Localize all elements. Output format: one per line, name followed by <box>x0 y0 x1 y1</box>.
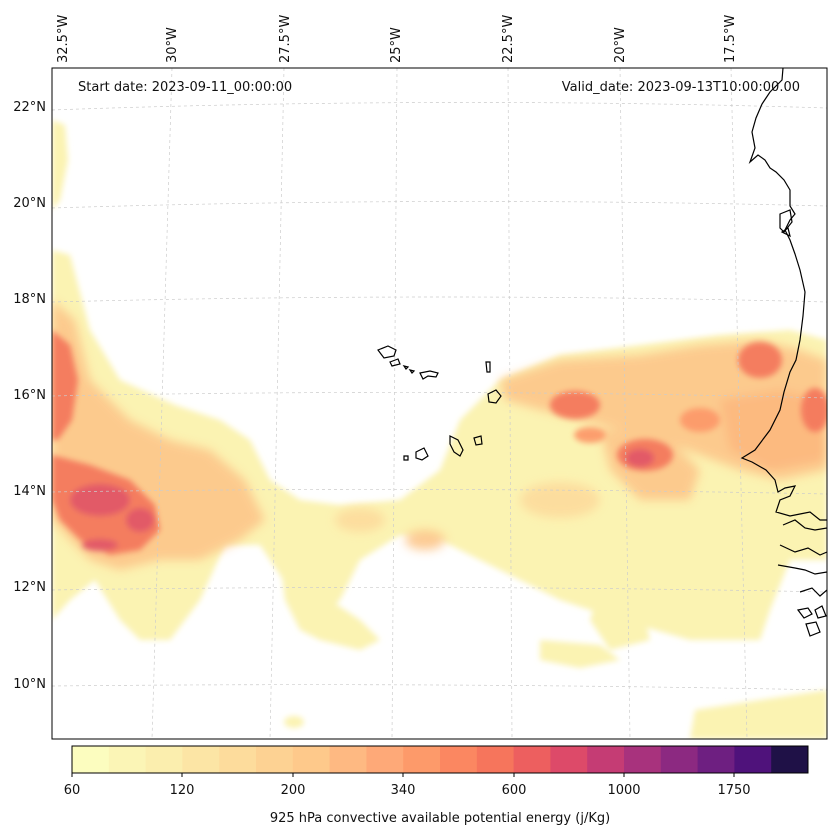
lat-label: 10°N <box>13 677 46 692</box>
map-frame <box>51 67 828 740</box>
maio-island <box>473 435 483 446</box>
santo-antao-island <box>377 345 397 359</box>
colorbar-swatch <box>771 746 809 773</box>
lat-label: 20°N <box>13 196 46 211</box>
sal-island <box>485 361 491 373</box>
colorbar-swatch <box>660 746 699 773</box>
colorbar-tick-label: 120 <box>170 783 195 798</box>
lon-label: 25°W <box>389 27 404 63</box>
colorbar-tick-label: 340 <box>391 783 416 798</box>
colorbar-swatch <box>219 746 257 773</box>
colorbar-swatch <box>550 746 588 773</box>
start-date-label: Start date: 2023-09-11_00:00:00 <box>78 80 292 95</box>
colorbar <box>71 745 809 777</box>
fogo-island <box>415 447 429 461</box>
cape-verde-islands <box>377 345 502 461</box>
colorbar-tick-label: 60 <box>64 783 81 798</box>
colorbar-swatch <box>292 746 331 773</box>
lat-label: 22°N <box>13 100 46 115</box>
colorbar-swatch <box>108 746 147 773</box>
cape-field-high <box>52 330 827 555</box>
brava-island <box>403 455 409 461</box>
colorbar-tick-label: 600 <box>502 783 527 798</box>
colorbar-swatch <box>366 746 404 773</box>
santiago-island <box>449 435 464 457</box>
colorbar-swatch <box>256 746 294 773</box>
lon-label: 27.5°W <box>278 15 293 63</box>
colorbar-swatch <box>734 746 772 773</box>
colorbar-label: 925 hPa convective available potential e… <box>270 811 610 826</box>
latitude-labels: 22°N 20°N 18°N 16°N 14°N 12°N 10°N <box>13 100 46 692</box>
map-panel <box>52 68 827 739</box>
sao-nicolau-island <box>419 370 439 380</box>
colorbar-tick-label: 1000 <box>607 783 640 798</box>
sao-vicente-island <box>389 358 401 367</box>
cape-field-low <box>52 120 827 739</box>
lon-label: 32.5°W <box>56 15 71 63</box>
colorbar-swatch <box>476 746 515 773</box>
boa-vista-island <box>487 389 502 404</box>
lat-label: 14°N <box>13 484 46 499</box>
lon-label: 17.5°W <box>723 15 738 63</box>
colorbar-swatch <box>513 746 551 773</box>
colorbar-swatch <box>624 746 662 773</box>
colorbar-swatch <box>587 746 625 773</box>
colorbar-swatch <box>72 746 110 773</box>
lat-label: 16°N <box>13 388 46 403</box>
valid-date-label: Valid_date: 2023-09-13T10:00:00.00 <box>562 80 800 95</box>
colorbar-swatch <box>440 746 478 773</box>
lat-label: 12°N <box>13 580 46 595</box>
colorbar-swatch <box>145 746 183 773</box>
colorbar-frame <box>71 745 809 774</box>
colorbar-swatch <box>182 746 220 773</box>
lat-label: 18°N <box>13 292 46 307</box>
graticule <box>52 68 827 739</box>
lon-label: 20°W <box>613 27 628 63</box>
longitude-labels: 32.5°W 30°W 27.5°W 25°W 22.5°W 20°W 17.5… <box>56 15 738 63</box>
colorbar-swatch <box>403 746 441 773</box>
colorbar-swatch <box>329 746 367 773</box>
colorbar-swatch <box>697 746 735 773</box>
colorbar-ticks: 60 120 200 340 600 1000 1750 <box>64 783 751 798</box>
coastlines <box>740 68 827 637</box>
africa-coastline <box>740 68 827 521</box>
colorbar-tick-label: 200 <box>281 783 306 798</box>
lon-label: 22.5°W <box>501 15 516 63</box>
colorbar-tick-label: 1750 <box>717 783 750 798</box>
lon-label: 30°W <box>165 27 180 63</box>
